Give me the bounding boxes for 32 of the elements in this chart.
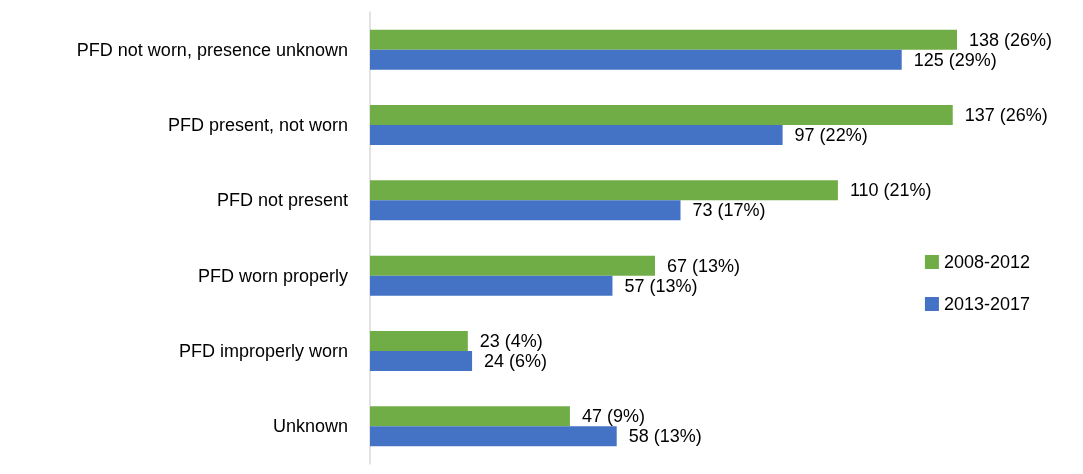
bar (370, 49, 902, 70)
data-label: 137 (26%) (964, 105, 1048, 125)
bar (370, 351, 473, 371)
data-label: 57 (13%) (624, 275, 698, 296)
data-label: 47 (9%) (581, 406, 645, 427)
bar (370, 426, 617, 447)
y-tick-label: PFD worn properly (197, 265, 348, 286)
legend-label: 2013-2017 (943, 294, 1031, 314)
data-label: 23 (4%) (479, 331, 543, 351)
bar (370, 105, 953, 125)
bar (370, 29, 957, 50)
y-tick-label: PFD improperly worn (178, 341, 348, 361)
y-tick-label: Unknown (272, 416, 348, 437)
y-tick-label: PFD present, not worn (167, 115, 348, 135)
bar (370, 406, 570, 427)
data-label: 24 (6%) (484, 351, 548, 371)
bar (370, 331, 468, 351)
bar (370, 275, 613, 296)
legend-label: 2008-2012 (943, 252, 1031, 272)
bar (370, 255, 655, 276)
data-label: 110 (21%) (849, 180, 932, 201)
bar (370, 125, 783, 145)
data-label: 138 (26%) (969, 29, 1053, 50)
data-label: 125 (29%) (913, 49, 997, 70)
y-tick-label: PFD not present (216, 190, 348, 211)
data-label: 73 (17%) (692, 200, 766, 221)
data-label: 67 (13%) (666, 255, 741, 276)
bar (370, 180, 838, 201)
bar (370, 200, 681, 221)
y-tick-label: PFD not worn, presence unknown (76, 39, 348, 60)
data-label: 58 (13%) (628, 426, 702, 447)
data-label: 97 (22%) (794, 125, 868, 145)
